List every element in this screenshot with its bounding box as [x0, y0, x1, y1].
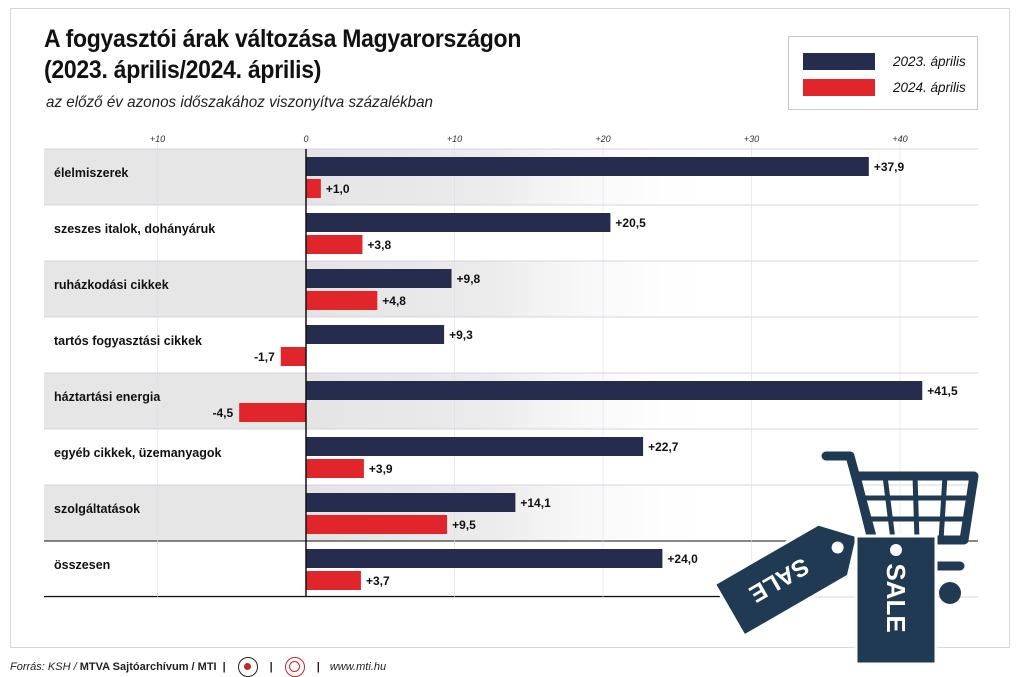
value-labels: +37,9 +1,0 +20,5 +3,8 +9,8 +4,8 +9,3 -1,7 +41,5 -… [212, 160, 957, 588]
shopping-cart-with-sale-tags-icon: SALE SALE [712, 451, 979, 666]
bar-2023 [306, 269, 452, 288]
tick-label: +10 [447, 134, 462, 144]
legend-label-2024: 2024. április [893, 79, 966, 95]
bar-2024 [306, 291, 378, 310]
mtva-logo-icon [237, 657, 258, 677]
sale-tag-icon: SALE [712, 522, 860, 639]
sale-tag-text: SALE [881, 563, 911, 632]
value-label-2023: +9,8 [457, 272, 481, 286]
row-bands [44, 149, 726, 541]
category-label: háztartási energia [54, 390, 161, 404]
bar-2023 [306, 549, 663, 568]
legend-label-2023: 2023. április [893, 53, 966, 69]
bar-2023 [306, 157, 869, 176]
bar-2024 [306, 179, 321, 198]
value-label-2024: +3,8 [367, 238, 391, 252]
bar-2024 [280, 347, 306, 366]
legend-item-2024: 2024. április [803, 77, 966, 97]
bar-2023 [306, 325, 445, 344]
row-band [44, 485, 306, 541]
category-label: összesen [54, 558, 110, 572]
cart-wheel-icon [939, 582, 961, 604]
legend-swatch-2023 [803, 52, 875, 70]
footer-separator: | [222, 661, 226, 673]
category-labels: élelmiszerek szeszes italok, dohányáruk ru… [54, 166, 221, 572]
legend-item-2023: 2023. április [803, 51, 966, 71]
value-label-2023: +41,5 [927, 384, 958, 398]
title-line-1: A fogyasztói árak változása Magyarország… [44, 25, 522, 53]
bar-2024 [239, 403, 306, 422]
category-label: szolgáltatások [54, 502, 140, 516]
footer: Forrás: KSH / MTVA Sajtóarchívum / MTI |… [10, 657, 386, 677]
bar-2024 [306, 235, 363, 254]
bar-2023 [306, 437, 644, 456]
tick-label: +40 [892, 134, 907, 144]
footer-separator: | [316, 661, 320, 673]
bar-2023 [306, 213, 611, 232]
value-label-2023: +14,1 [520, 496, 551, 510]
bar-2024 [306, 515, 448, 534]
value-label-2024: +9,5 [452, 518, 476, 532]
value-label-2024: -4,5 [212, 406, 233, 420]
value-label-2023: +20,5 [615, 216, 646, 230]
row-band [44, 149, 306, 205]
value-label-2023: +37,9 [874, 160, 905, 174]
tick-labels: +10 0 +10 +20 +30 +40 [150, 134, 908, 144]
chart-subtitle: az előző év azonos időszakához viszonyít… [46, 94, 433, 111]
grid-lines [44, 143, 978, 598]
value-label-2024: -1,7 [254, 350, 275, 364]
row-band [44, 261, 306, 317]
value-label-2024: +3,7 [366, 574, 390, 588]
value-label-2024: +4,8 [382, 294, 406, 308]
category-label: ruházkodási cikkek [54, 278, 169, 292]
chart-title: A fogyasztói árak változása Magyarország… [44, 24, 521, 86]
title-line-2: (2023. április/2024. április) [44, 56, 322, 84]
bar-2024 [306, 459, 364, 478]
chart-frame [10, 8, 1010, 648]
legend: 2023. április 2024. április [788, 36, 978, 110]
value-label-2024: +1,0 [326, 182, 350, 196]
mti-logo-icon [284, 657, 305, 677]
bar-2024 [306, 571, 361, 590]
tick-label: 0 [303, 134, 308, 144]
value-label-2024: +3,9 [369, 462, 393, 476]
category-label: egyéb cikkek, üzemanyagok [54, 446, 221, 460]
tick-label: +10 [150, 134, 165, 144]
value-label-2023: +22,7 [648, 440, 679, 454]
bar-2023 [306, 381, 923, 400]
footer-separator: | [269, 661, 273, 673]
bars [239, 157, 923, 590]
value-label-2023: +24,0 [667, 552, 698, 566]
source-prefix: Forrás: KSH / [10, 661, 77, 673]
value-label-2023: +9,3 [449, 328, 473, 342]
tick-label: +20 [595, 134, 610, 144]
sale-tag-icon: SALE [854, 534, 938, 666]
category-label: tartós fogyasztási cikkek [54, 334, 202, 348]
category-label: szeszes italok, dohányáruk [54, 222, 215, 236]
tick-label: +30 [744, 134, 759, 144]
category-label: élelmiszerek [54, 166, 128, 180]
website-link[interactable]: www.mti.hu [329, 661, 387, 673]
source-name: MTVA Sajtóarchívum / MTI [79, 661, 217, 673]
bar-2023 [306, 493, 516, 512]
legend-swatch-2024 [803, 78, 875, 96]
